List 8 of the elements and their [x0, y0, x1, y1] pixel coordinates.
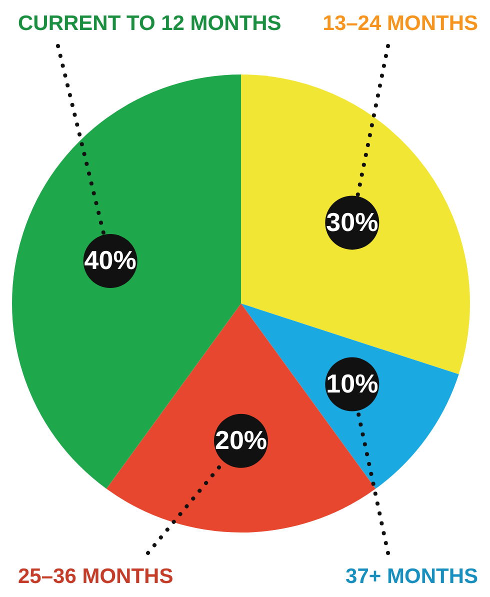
data-label: 10% [326, 368, 378, 398]
slice-label: 25–36 MONTHS [18, 565, 174, 588]
slice-label: 37+ MONTHS [346, 565, 478, 588]
data-label: 30% [326, 206, 378, 237]
data-label: 40% [84, 245, 136, 276]
data-label: 20% [214, 425, 268, 456]
slice-label: 13–24 MONTHS [322, 12, 478, 35]
slice-label: CURRENT TO 12 MONTHS [18, 12, 282, 35]
